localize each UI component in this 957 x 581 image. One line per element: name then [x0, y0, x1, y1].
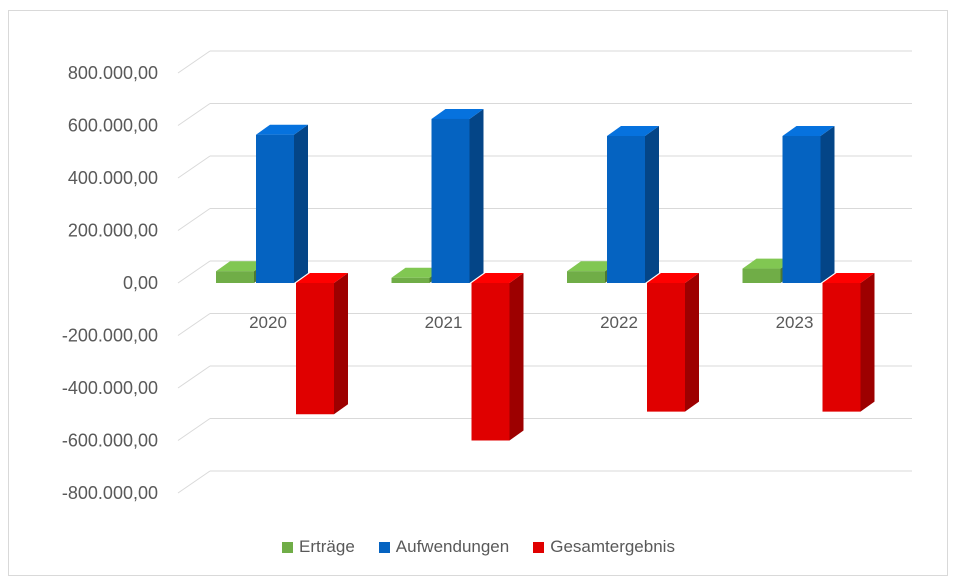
y-tick-label: 0,00: [123, 273, 158, 293]
y-tick-label: 600.000,00: [68, 116, 158, 136]
bar-front: [216, 271, 254, 283]
y-tick-label: 200.000,00: [68, 221, 158, 241]
legend-swatch: [533, 541, 545, 553]
gridline-side: [177, 260, 211, 284]
bar-top: [647, 273, 699, 283]
gridline-side: [177, 155, 211, 179]
x-tick-label: 2021: [425, 313, 463, 332]
legend-swatch: [282, 541, 294, 553]
y-tick-label: -400.000,00: [62, 378, 158, 398]
bar-top: [822, 273, 875, 283]
bars: [216, 108, 875, 441]
legend-item: Gesamtergebnis: [533, 537, 675, 557]
y-tick-label: -800.000,00: [62, 483, 158, 503]
y-tick-label: 400.000,00: [68, 168, 158, 188]
bar-front: [296, 283, 334, 415]
legend-label: Aufwendungen: [395, 537, 510, 556]
bar-top: [256, 124, 308, 135]
legend: Erträge Aufwendungen Gesamtergebnis: [0, 537, 957, 557]
bar-side: [645, 126, 659, 283]
legend-swatch: [378, 541, 390, 553]
bar-front: [647, 283, 685, 412]
bar-top: [391, 267, 444, 278]
bar-side: [860, 273, 875, 412]
bar-top: [607, 126, 659, 136]
bar-top: [567, 261, 619, 272]
bar-gesamtergebnis-2021: [471, 273, 524, 441]
bar-front: [431, 118, 470, 283]
bar-gesamtergebnis-2022: [647, 273, 699, 412]
bar-front: [391, 277, 430, 283]
legend-label: Gesamtergebnis: [550, 537, 675, 556]
bar-front: [607, 136, 645, 283]
y-tick-label: -200.000,00: [62, 326, 158, 346]
bar-top: [296, 273, 348, 283]
legend-item: Aufwendungen: [378, 537, 510, 557]
gridline-side: [177, 365, 211, 389]
bar-side: [294, 124, 308, 283]
bar-aufwendungen-2020: [256, 124, 308, 283]
bar-top: [742, 258, 795, 269]
bar-side: [820, 126, 835, 283]
bar-gesamtergebnis-2020: [296, 273, 348, 415]
bar-side: [469, 108, 484, 283]
gridline-side: [177, 418, 211, 441]
bar-side: [509, 273, 524, 441]
x-tick-label: 2022: [600, 313, 638, 332]
gridline-side: [177, 50, 211, 74]
bar-front: [567, 271, 605, 283]
y-tick-label: -600.000,00: [62, 431, 158, 451]
legend-label: Erträge: [299, 537, 355, 556]
bar-top: [431, 108, 484, 119]
gridline-side: [177, 313, 211, 336]
y-axis-ticks: 800.000,00 600.000,00 400.000,00 200.000,00…: [62, 63, 158, 503]
bar-gesamtergebnis-2023: [822, 273, 875, 412]
x-tick-label: 2020: [249, 313, 287, 332]
bar-top: [471, 273, 524, 283]
bar-front: [782, 136, 821, 283]
bar-side: [685, 273, 699, 412]
bar-front: [256, 134, 294, 283]
gridline-side: [177, 208, 211, 231]
bar-front: [471, 283, 510, 441]
bar-side: [334, 273, 348, 415]
gridline-side: [177, 470, 211, 494]
bar-aufwendungen-2021: [431, 108, 484, 283]
y-tick-label: 800.000,00: [68, 63, 158, 83]
bar-aufwendungen-2022: [607, 126, 659, 283]
bar-front: [742, 268, 781, 283]
legend-item: Erträge: [282, 537, 355, 557]
x-tick-label: 2023: [776, 313, 814, 332]
bar-front: [822, 283, 861, 412]
bar-aufwendungen-2023: [782, 126, 835, 283]
bar-top: [782, 126, 835, 136]
bar-top: [216, 261, 268, 272]
gridline-side: [177, 103, 211, 126]
